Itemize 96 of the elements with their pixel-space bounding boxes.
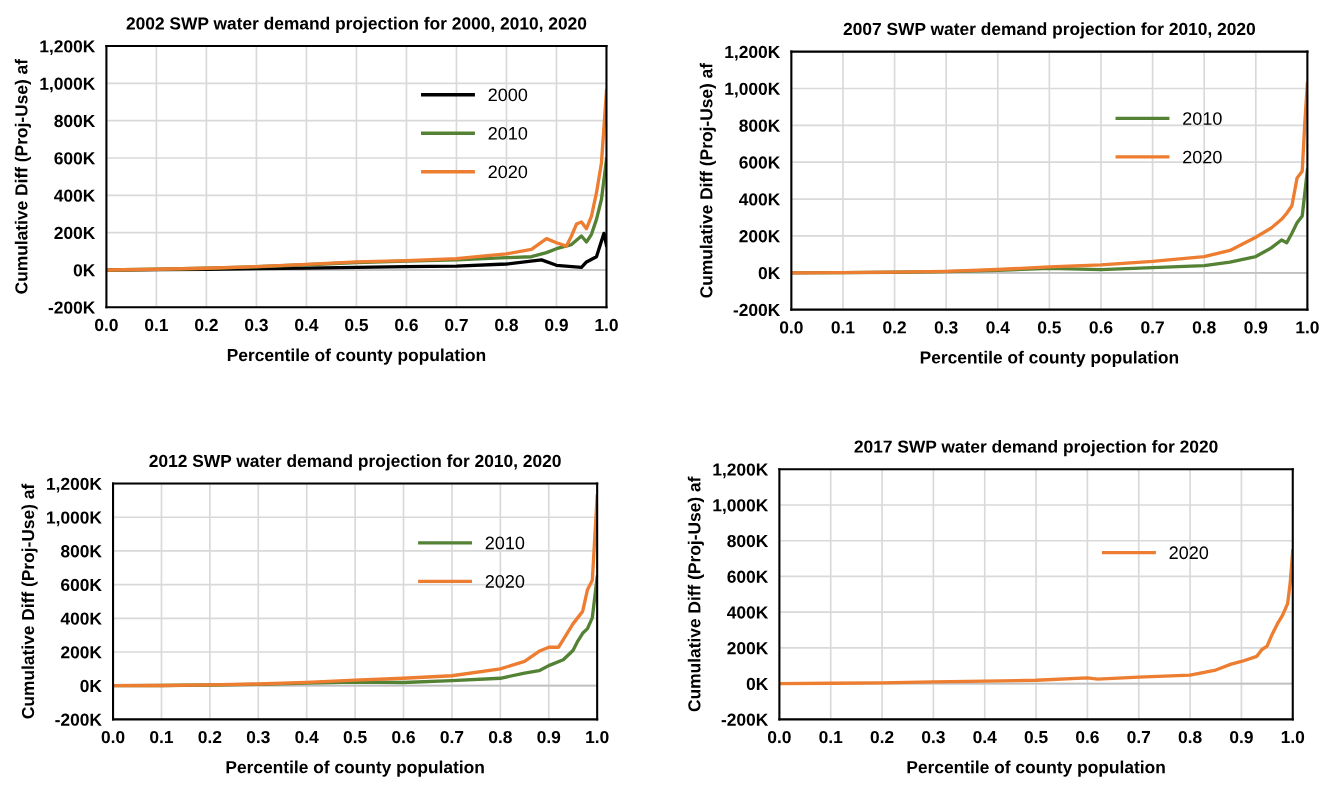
y-tick-label: 600K: [727, 570, 769, 583]
x-tick-label: 0.4: [986, 321, 1010, 334]
y-tick-label: 200K: [54, 226, 96, 240]
chart-title: 2007 SWP water demand projection for 2010, 2020: [843, 22, 1255, 39]
x-tick-label: 0.0: [101, 730, 125, 744]
x-tick-label: 0.2: [870, 730, 894, 744]
x-tick-label: 1.0: [1281, 730, 1305, 744]
chart-title: 2017 SWP water demand projection for 2020: [854, 440, 1218, 457]
chart-title: 2002 SWP water demand projection for 2000, 2010, 2020: [126, 16, 587, 33]
y-tick-label: 200K: [727, 642, 769, 655]
y-tick-label: 800K: [60, 545, 102, 558]
x-tick-label: 0.9: [1244, 321, 1268, 334]
x-tick-label: 0.3: [934, 321, 958, 334]
x-tick-label: 0.8: [495, 318, 518, 332]
x-tick-label: 0.5: [343, 730, 367, 744]
x-tick-label: 0.4: [973, 730, 997, 744]
x-tick-label: 0.7: [1141, 321, 1164, 334]
y-tick-label: 600K: [54, 152, 96, 165]
x-tick-label: 0.6: [1076, 730, 1099, 744]
x-tick-label: 0.0: [95, 318, 118, 332]
x-tick-label: 0.1: [145, 318, 168, 332]
x-tick-label: 0.2: [195, 318, 218, 332]
y-tick-label: -200K: [721, 713, 769, 726]
y-tick-label: 600K: [739, 156, 781, 169]
y-axis-title: Cumulative Diff (Proj-Use) af: [699, 62, 716, 298]
x-tick-label: 0.3: [245, 318, 268, 332]
x-tick-label: 0.8: [1178, 730, 1202, 744]
y-tick-label: 0K: [73, 264, 96, 277]
y-tick-label: 400K: [60, 612, 102, 625]
x-tick-label: 0.6: [1089, 321, 1113, 334]
x-axis-title: Percentile of county population: [227, 348, 486, 365]
x-axis-title: Percentile of county population: [920, 350, 1179, 368]
legend-label: 2010: [1183, 112, 1222, 125]
x-tick-label: 1.0: [595, 318, 618, 332]
legend-label: 2020: [1183, 150, 1222, 164]
y-tick-label: 800K: [54, 114, 96, 128]
x-tick-label: 0.4: [295, 318, 319, 332]
y-tick-label: 800K: [739, 119, 781, 132]
y-tick-label: 1,000K: [713, 499, 769, 514]
y-tick-label: 0K: [746, 677, 769, 691]
y-axis-title: Cumulative Diff (Proj-Use) af: [687, 476, 704, 712]
x-tick-label: 0.9: [1230, 730, 1253, 744]
y-tick-label: 1,200K: [47, 477, 102, 493]
x-tick-label: 0.7: [1127, 730, 1151, 744]
y-tick-label: 1,200K: [713, 463, 769, 479]
x-axis-title: Percentile of county population: [226, 760, 484, 777]
x-tick-label: 0.4: [295, 730, 319, 744]
x-tick-label: 0.7: [445, 318, 468, 332]
x-tick-label: 0.1: [150, 730, 174, 744]
y-tick-label: 200K: [739, 230, 781, 243]
y-tick-label: 0K: [80, 679, 102, 693]
x-tick-label: 0.8: [1192, 321, 1216, 334]
x-tick-label: 1.0: [586, 730, 609, 744]
y-tick-label: 1,000K: [47, 511, 102, 527]
y-tick-label: 800K: [727, 534, 769, 548]
x-tick-label: 0.5: [345, 318, 369, 332]
chart-title: 2012 SWP water demand projection for 2010, 2020: [149, 454, 561, 471]
y-tick-label: 400K: [727, 606, 769, 619]
legend-label: 2010: [488, 126, 528, 140]
x-tick-label: 0.8: [488, 730, 512, 744]
x-tick-label: 0.1: [819, 730, 843, 744]
y-tick-label: -200K: [48, 301, 96, 314]
x-tick-label: 0.2: [883, 321, 906, 334]
y-tick-label: 1,200K: [40, 40, 96, 56]
y-tick-label: -200K: [55, 713, 102, 726]
x-tick-label: 0.0: [779, 321, 803, 334]
x-tick-label: 0.2: [198, 730, 222, 744]
y-tick-label: 600K: [61, 578, 102, 592]
x-tick-label: 0.0: [768, 730, 791, 744]
legend-label: 2010: [485, 536, 525, 550]
x-tick-label: 0.3: [246, 730, 270, 744]
y-axis-title: Cumulative Diff (Proj-Use) af: [14, 58, 31, 294]
y-tick-label: 0K: [758, 266, 781, 280]
x-tick-label: 0.3: [922, 730, 945, 744]
x-tick-label: 0.5: [1024, 730, 1048, 744]
x-tick-label: 0.5: [1037, 321, 1061, 334]
legend-label: 2020: [485, 575, 525, 588]
x-tick-label: 0.1: [831, 321, 855, 334]
x-tick-label: 1.0: [1296, 321, 1319, 334]
x-axis-title: Percentile of county population: [907, 760, 1165, 777]
y-tick-label: 1,000K: [40, 77, 96, 93]
y-tick-label: 1,200K: [725, 45, 781, 61]
y-tick-label: -200K: [733, 303, 781, 317]
legend-label: 2020: [488, 165, 528, 179]
legend-label: 2020: [1169, 546, 1209, 560]
x-tick-label: 0.6: [395, 318, 418, 332]
y-tick-label: 200K: [61, 646, 102, 659]
x-tick-label: 0.7: [440, 730, 464, 744]
y-tick-label: 400K: [739, 193, 781, 206]
x-tick-label: 0.9: [537, 730, 561, 744]
y-axis-title: Cumulative Diff (Proj-Use) af: [21, 483, 38, 719]
x-tick-label: 0.6: [392, 730, 415, 744]
x-tick-label: 0.9: [545, 318, 568, 332]
y-tick-label: 1,000K: [725, 82, 781, 98]
legend-label: 2000: [488, 88, 528, 102]
y-tick-label: 400K: [54, 189, 96, 202]
